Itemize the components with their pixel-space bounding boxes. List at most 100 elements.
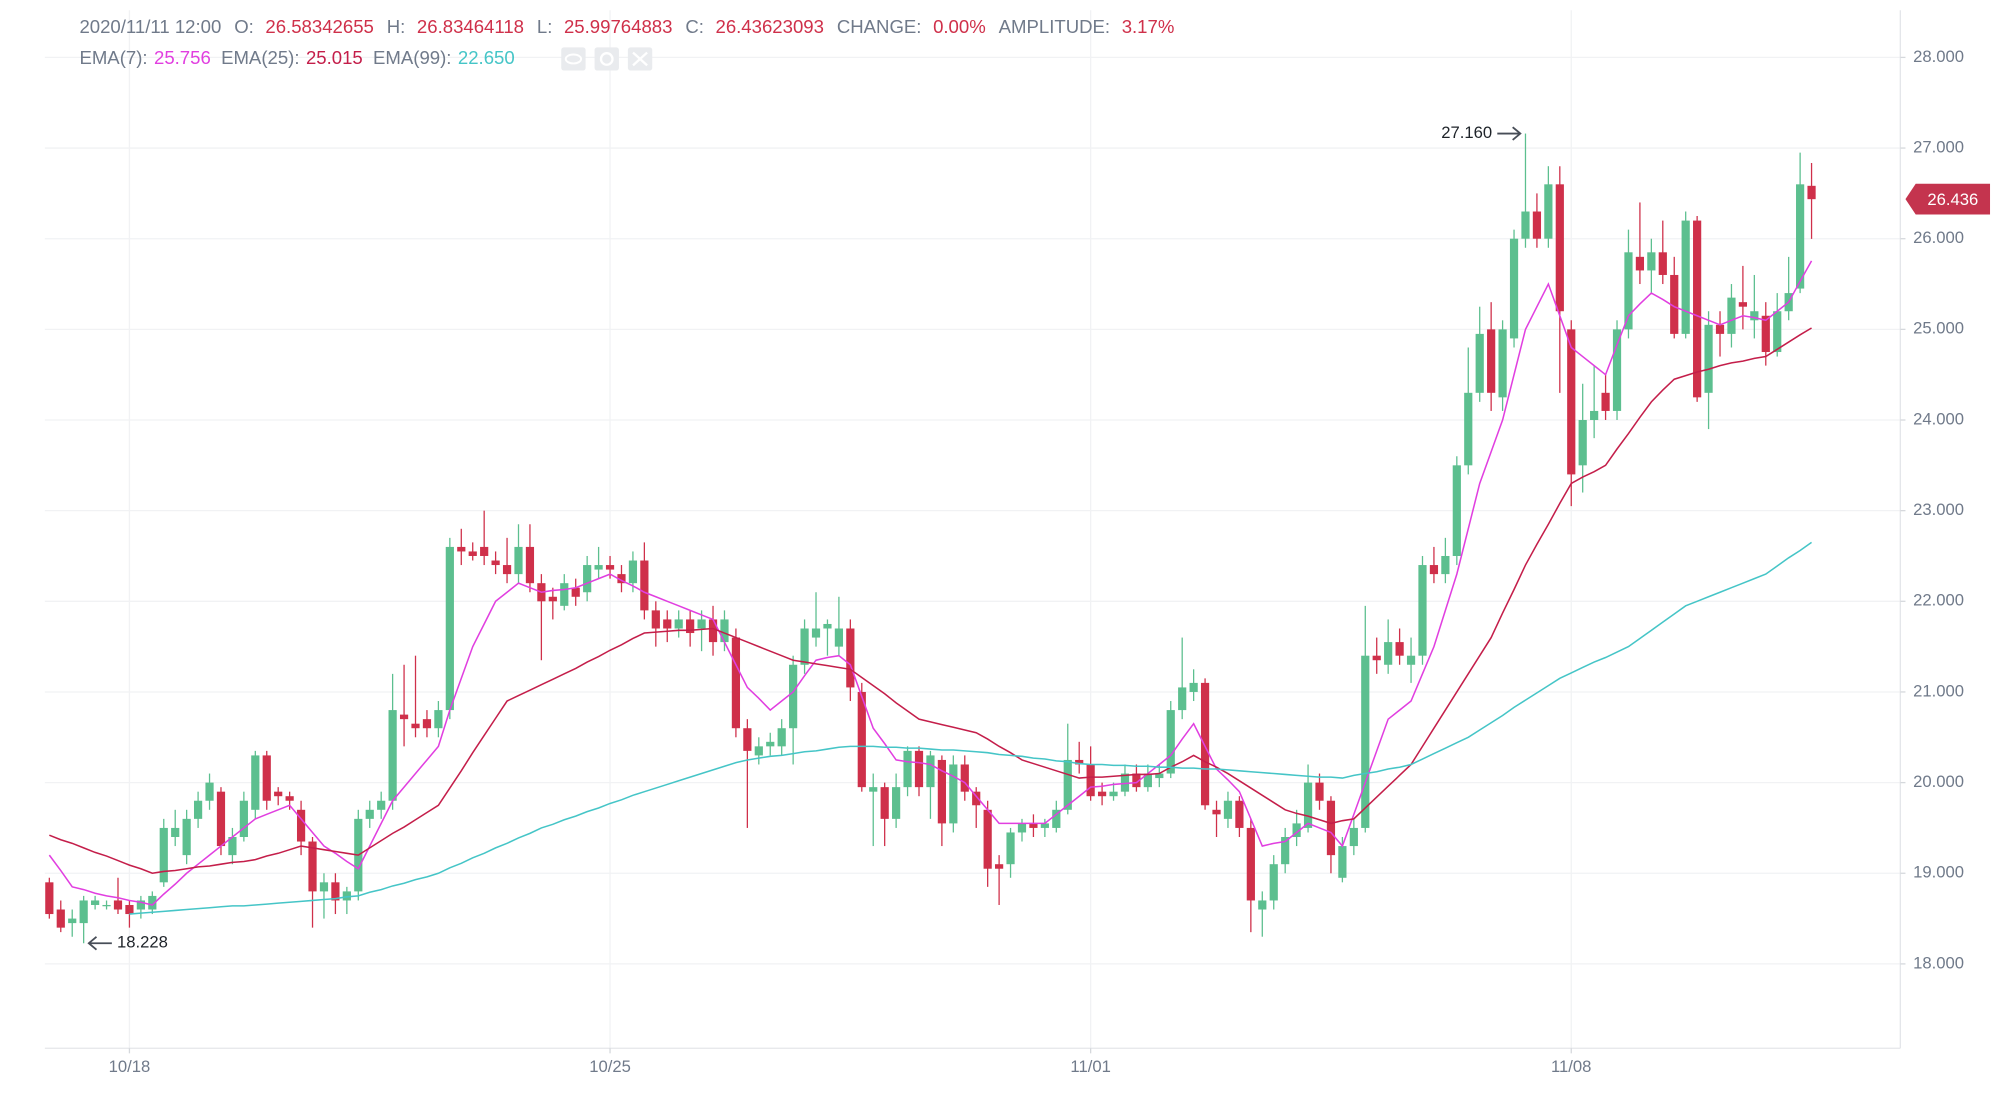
close-icon-shape	[632, 51, 648, 67]
candle-body	[834, 628, 844, 647]
candle-body	[285, 796, 294, 801]
candle-body	[422, 719, 432, 729]
ohlc-label: H:	[387, 16, 406, 37]
candle-body	[1109, 791, 1118, 797]
x-tick-label: 10/18	[109, 1057, 151, 1076]
candle-body	[892, 787, 901, 819]
candle-body	[274, 791, 283, 797]
settings-icon[interactable]	[594, 47, 619, 71]
candle-body	[800, 628, 809, 665]
candle-body	[1338, 846, 1347, 878]
candle-body	[869, 787, 878, 792]
candle-body	[605, 565, 615, 570]
candle-body	[1075, 759, 1084, 765]
candle-body	[365, 809, 374, 819]
y-tick-label: 20.000	[1913, 772, 1964, 791]
candle-body	[686, 619, 695, 634]
candle-body	[914, 750, 924, 788]
candle-body	[995, 864, 1004, 869]
candle-body	[1349, 827, 1358, 847]
candle-body	[1773, 311, 1782, 353]
candle-body	[1029, 823, 1038, 828]
candle-body	[1429, 565, 1439, 575]
candle-body	[1086, 764, 1095, 797]
candle-body	[1464, 392, 1473, 466]
candle-body	[113, 900, 123, 910]
candle-body	[1452, 465, 1461, 556]
candle-body	[193, 800, 203, 819]
candle-body	[1258, 900, 1267, 910]
candle-body	[1647, 252, 1656, 271]
candle-body	[342, 891, 351, 901]
last-price-tag	[1905, 183, 1991, 215]
stat-value: 0.00%	[933, 16, 986, 37]
grid	[44, 10, 1901, 1049]
candle-body	[525, 546, 535, 584]
candle-body	[1006, 832, 1015, 865]
stat-label: AMPLITUDE:	[999, 16, 1111, 37]
candle-body	[68, 918, 77, 924]
candle-body	[1624, 252, 1633, 330]
candle-body	[1132, 773, 1141, 788]
candle-body	[1361, 655, 1370, 828]
candle-body	[1590, 410, 1599, 421]
y-tick-label: 24.000	[1913, 409, 1964, 428]
candle-body	[754, 746, 763, 756]
x-tick-label: 11/01	[1070, 1057, 1110, 1076]
candle-body	[571, 587, 580, 597]
candle-body	[45, 882, 54, 915]
candle-body	[766, 741, 775, 747]
candle-body	[1807, 185, 1816, 200]
legend: EMA(7): 25.756 EMA(25): 25.015 EMA(99): 22.65…	[79, 47, 514, 68]
x-tick-label: 11/08	[1551, 1057, 1591, 1076]
candle-body	[628, 560, 638, 584]
ema-line	[48, 260, 1813, 906]
candle-body	[296, 809, 306, 842]
candle-body	[1555, 184, 1564, 312]
y-tick-label: 25.000	[1913, 319, 1964, 338]
legend-value: 25.015	[306, 47, 363, 68]
candle-body	[674, 619, 683, 629]
legend-label: EMA(25):	[221, 47, 299, 68]
time: 2020/11/11 12:00	[79, 16, 221, 37]
settings-icon-shape	[599, 52, 614, 66]
candle-body	[434, 710, 443, 729]
candle-body	[983, 809, 992, 869]
y-tick-label: 27.000	[1913, 137, 1964, 156]
candle-body	[1487, 329, 1496, 393]
candle-body	[880, 787, 889, 819]
candle-body	[937, 759, 946, 824]
candle-body	[1212, 809, 1221, 815]
y-tick-label: 21.000	[1913, 681, 1964, 700]
candle-body	[1578, 420, 1587, 466]
legend-icons	[561, 47, 653, 71]
eye-icon-shape	[564, 53, 583, 65]
candle-body	[731, 637, 741, 729]
candle-body	[1475, 333, 1484, 393]
candle-body	[1052, 809, 1061, 828]
stat-value: 3.17%	[1122, 16, 1175, 37]
candle-body	[1441, 555, 1450, 575]
candle-body	[1681, 220, 1690, 334]
candle-body	[91, 900, 100, 905]
candle-body	[1567, 329, 1576, 475]
candle-body	[205, 782, 214, 801]
ohlc-value: 26.43623093	[715, 16, 823, 37]
candle-body	[1315, 782, 1324, 801]
ohlc-label: C:	[685, 16, 704, 37]
candle-body	[1223, 800, 1233, 819]
candle-body	[926, 755, 935, 788]
candle-body	[1155, 773, 1164, 779]
candle-body	[1200, 682, 1210, 806]
y-tick-label: 19.000	[1913, 863, 1964, 882]
candle-body	[583, 565, 592, 593]
candle-body	[708, 619, 718, 643]
eye-icon[interactable]	[561, 47, 586, 71]
candle-body	[331, 882, 340, 901]
candle-body	[1418, 565, 1427, 656]
candle-body	[1063, 759, 1072, 810]
candle-body	[1281, 836, 1290, 865]
stat-label: CHANGE:	[837, 16, 922, 37]
candle-body	[1040, 823, 1049, 828]
ema-line	[49, 327, 1812, 875]
